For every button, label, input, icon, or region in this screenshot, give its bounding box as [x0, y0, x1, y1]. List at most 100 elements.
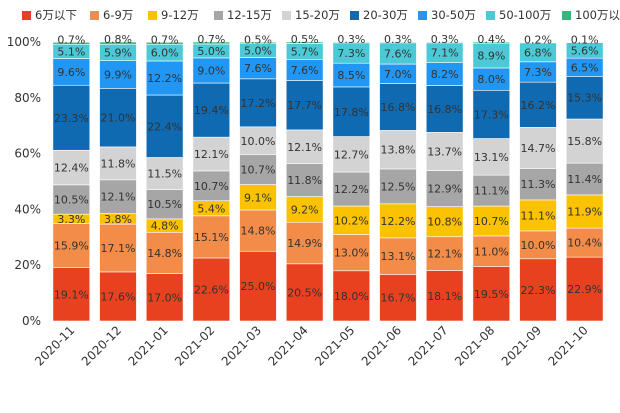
bar-segment: [239, 250, 277, 322]
y-tick-label: 100%: [7, 35, 41, 49]
data-label: 12.1%: [194, 148, 229, 161]
data-label: 0.5%: [244, 33, 272, 46]
data-label: 5.6%: [571, 44, 599, 57]
data-label: 8.5%: [337, 69, 365, 82]
data-label: 17.6%: [101, 290, 136, 303]
bar-segment: [192, 57, 231, 84]
bar-segment: [519, 81, 557, 128]
data-label: 11.5%: [147, 168, 182, 181]
data-label: 12.2%: [334, 183, 369, 196]
data-label: 7.3%: [337, 47, 365, 60]
data-label: 13.1%: [474, 151, 509, 164]
data-label: 19.1%: [54, 288, 89, 301]
bar-segment: [239, 209, 277, 252]
data-label: 7.3%: [524, 66, 552, 79]
data-label: 19.5%: [474, 288, 509, 301]
data-label: 0.4%: [477, 33, 505, 46]
data-label: 6.0%: [151, 47, 179, 60]
data-label: 12.1%: [101, 191, 136, 204]
x-tick-label: 2021-02: [172, 323, 217, 368]
bar-segment: [145, 41, 184, 45]
legend-label-8: 100万以上: [575, 8, 620, 22]
data-label: 7.6%: [244, 62, 272, 75]
data-label: 5.4%: [197, 202, 225, 215]
data-label: 18.0%: [334, 290, 369, 303]
legend-swatch-6: [418, 11, 427, 20]
data-label: 12.2%: [381, 215, 416, 228]
bar-segment: [425, 85, 464, 133]
bar-segment: [472, 235, 511, 267]
data-label: 19.4%: [194, 104, 229, 117]
data-label: 5.7%: [291, 45, 319, 58]
bar-segment: [285, 221, 324, 265]
bar-segment: [565, 162, 604, 196]
data-label: 22.3%: [521, 284, 556, 297]
bar-segment: [425, 170, 464, 207]
data-label: 0.3%: [337, 33, 365, 46]
bar-segment: [425, 270, 464, 322]
data-label: 0.3%: [384, 33, 412, 46]
data-label: 13.7%: [427, 146, 462, 159]
data-label: 7.6%: [291, 64, 319, 77]
bar-segment: [472, 138, 511, 176]
bar-segment: [425, 132, 464, 171]
data-label: 11.1%: [474, 185, 509, 198]
legend-label-1: 6-9万: [103, 8, 133, 22]
y-tick-label: 40%: [14, 202, 41, 216]
bar-segment: [285, 263, 324, 322]
bar-segment: [425, 236, 464, 271]
bar-segment: [472, 174, 511, 207]
data-label: 25.0%: [241, 280, 276, 293]
bar-segment: [145, 157, 184, 190]
bar-segment: [472, 41, 511, 44]
legend-label-5: 20-30万: [363, 8, 408, 22]
data-label: 17.3%: [474, 108, 509, 121]
bar-segment: [519, 127, 557, 169]
data-label: 8.9%: [477, 50, 505, 63]
data-label: 7.0%: [384, 68, 412, 81]
bar-segment: [519, 230, 557, 260]
data-label: 10.5%: [147, 198, 182, 211]
bar-segment: [472, 266, 511, 322]
data-label: 10.8%: [427, 216, 462, 229]
legend-label-2: 9-12万: [161, 8, 199, 22]
data-label: 22.4%: [147, 120, 182, 133]
data-label: 17.8%: [334, 106, 369, 119]
data-label: 10.0%: [521, 239, 556, 252]
data-label: 0.7%: [197, 33, 225, 46]
data-label: 0.3%: [431, 33, 459, 46]
data-label: 5.0%: [197, 45, 225, 58]
data-label: 6.8%: [524, 46, 552, 59]
bar-segment: [472, 42, 511, 69]
bar-segment: [472, 205, 511, 237]
bar-segment: [99, 179, 137, 214]
data-label: 8.0%: [477, 73, 505, 86]
data-label: 14.8%: [241, 225, 276, 238]
data-label: 10.7%: [194, 180, 229, 193]
x-tick-label: 2021-10: [545, 323, 590, 368]
bar-segment: [519, 41, 557, 44]
data-label: 0.8%: [104, 33, 132, 46]
data-label: 0.1%: [571, 33, 599, 46]
bar-segment: [472, 89, 511, 139]
data-label: 13.0%: [334, 247, 369, 260]
data-label: 15.9%: [54, 240, 89, 253]
y-tick-label: 0%: [22, 314, 41, 328]
y-tick-label: 80%: [14, 91, 41, 105]
bar-segment: [332, 205, 371, 235]
data-label: 9.2%: [291, 203, 319, 216]
data-label: 10.2%: [334, 214, 369, 227]
data-label: 12.1%: [287, 141, 322, 154]
data-label: 17.2%: [241, 97, 276, 110]
legend-swatch-5: [350, 11, 359, 20]
data-label: 3.8%: [104, 213, 132, 226]
data-label: 13.8%: [381, 144, 416, 157]
data-label: 16.8%: [427, 103, 462, 116]
data-label: 12.1%: [427, 248, 462, 261]
legend-swatch-0: [22, 11, 31, 20]
data-label: 17.7%: [287, 99, 322, 112]
data-label: 10.7%: [474, 215, 509, 228]
data-label: 15.8%: [567, 135, 602, 148]
bar-segment: [425, 41, 464, 44]
